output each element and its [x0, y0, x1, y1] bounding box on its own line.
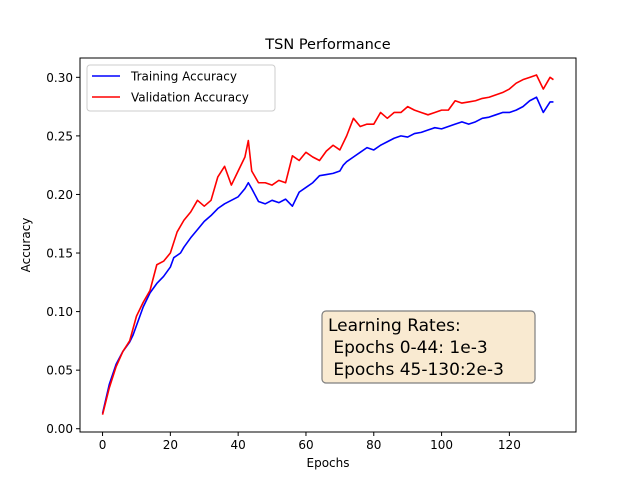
y-tick-label: 0.30: [46, 71, 73, 85]
series-line-validation: [101, 74, 554, 415]
x-tick-label: 80: [366, 438, 381, 452]
x-tick-label: 40: [231, 438, 246, 452]
y-tick-label: 0.05: [46, 364, 73, 378]
legend-label-validation: Validation Accuracy: [131, 91, 249, 105]
x-tick-label: 0: [99, 438, 107, 452]
y-tick-label: 0.15: [46, 247, 73, 261]
y-tick-label: 0.25: [46, 129, 73, 143]
annotation-line-2: Epochs 0-44: 1e-3: [328, 338, 488, 358]
legend: Training Accuracy Validation Accuracy: [86, 64, 276, 112]
y-axis-label: Accuracy: [19, 218, 33, 273]
x-tick-label: 60: [298, 438, 313, 452]
legend-label-training: Training Accuracy: [130, 70, 237, 84]
x-tick-label: 120: [498, 438, 521, 452]
plot-frame: [79, 57, 577, 433]
x-tick-label: 20: [163, 438, 178, 452]
annotation-line-1: Learning Rates:: [328, 316, 461, 336]
annotation-line-3: Epochs 45-130:2e-3: [328, 360, 504, 380]
x-axis-label: Epochs: [307, 456, 350, 470]
x-tick-label: 100: [430, 438, 453, 452]
y-tick-label: 0.20: [46, 188, 73, 202]
series-line-training: [101, 96, 554, 414]
y-axis-ticks: 0.00 0.05 0.10 0.15 0.20 0.25 0.30: [46, 71, 80, 436]
x-axis-ticks: 0 20 40 60 80 100 120: [99, 432, 521, 452]
y-tick-label: 0.10: [46, 305, 73, 319]
series-layer: [101, 74, 554, 415]
annotation: Learning Rates: Epochs 0-44: 1e-3 Epochs…: [321, 310, 536, 384]
legend-box: [86, 64, 276, 112]
chart-title: TSN Performance: [264, 37, 390, 53]
y-tick-label: 0.00: [46, 422, 73, 436]
annotation-box: [321, 310, 536, 384]
